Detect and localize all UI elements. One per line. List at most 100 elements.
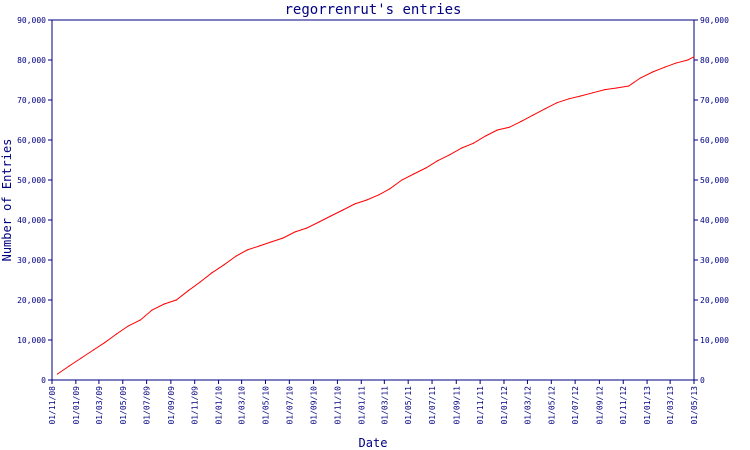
x-axis-title: Date: [359, 436, 388, 450]
x-tick-label: 01/09/09: [167, 386, 176, 425]
x-tick-label: 01/09/10: [310, 386, 319, 425]
data-point: [675, 62, 677, 64]
data-point: [187, 290, 189, 292]
data-point: [318, 221, 320, 223]
x-tick-label: 01/05/09: [119, 386, 128, 425]
y-tick-label: 70,000: [17, 96, 46, 105]
data-point: [604, 89, 606, 91]
x-tick-label: 01/07/09: [143, 386, 152, 425]
data-point: [139, 319, 141, 321]
y-tick-label: 40,000: [17, 216, 46, 225]
x-tick-label: 01/09/12: [595, 386, 604, 425]
data-point: [485, 135, 487, 137]
data-point: [425, 167, 427, 169]
y-tick-label: 20,000: [17, 296, 46, 305]
data-point: [693, 56, 695, 58]
data-point: [436, 160, 439, 162]
data-point: [258, 245, 260, 247]
data-point: [378, 194, 380, 196]
y-tick-label: 10,000: [17, 336, 46, 345]
x-tick-label: 01/09/11: [452, 386, 461, 425]
data-point: [235, 255, 237, 257]
y-tick-label: 50,000: [17, 176, 46, 185]
data-point: [223, 264, 225, 266]
y-tick-label: 60,000: [700, 136, 729, 145]
data-point: [520, 120, 523, 122]
data-point: [354, 203, 356, 205]
x-tick-label: 01/07/12: [571, 386, 580, 425]
data-point: [80, 357, 82, 359]
x-tick-label: 01/05/11: [404, 386, 413, 425]
y-axis-right: 0 10,000 20,000 30,000 40,000 50,000 60,000 70,…: [694, 16, 729, 385]
y-tick-label: 90,000: [700, 16, 729, 25]
data-point: [651, 71, 654, 73]
y-tick-label: 0: [700, 376, 705, 385]
data-point: [342, 209, 344, 211]
x-tick-label: 01/01/12: [500, 386, 509, 425]
data-point: [282, 237, 284, 239]
x-tick-label: 01/07/10: [285, 386, 294, 425]
y-tick-label: 20,000: [700, 296, 729, 305]
data-point: [103, 342, 105, 344]
x-tick-label: 01/11/12: [619, 386, 628, 425]
x-tick-label: 01/03/10: [238, 386, 247, 425]
data-point: [294, 231, 296, 233]
data-point: [199, 281, 201, 283]
x-tick-label: 01/01/10: [215, 386, 224, 425]
x-tick-label: 01/11/10: [333, 386, 342, 425]
data-point: [68, 365, 70, 367]
x-tick-label: 01/03/09: [95, 386, 104, 425]
data-point: [401, 179, 403, 181]
data-point: [92, 349, 95, 351]
data-point: [270, 241, 272, 243]
plot-area: [51, 19, 695, 381]
y-axis-left: 0 10,000 20,000 30,000 40,000 50,000 60,000 70,…: [17, 16, 52, 385]
data-point: [461, 147, 463, 149]
data-point: [687, 59, 689, 61]
data-point: [211, 272, 213, 274]
data-point: [508, 126, 511, 128]
x-tick-label: 01/11/09: [191, 386, 200, 425]
data-point: [330, 215, 332, 217]
data-point: [556, 102, 558, 104]
y-tick-label: 0: [41, 376, 46, 385]
y-axis-title: Number of Entries: [0, 139, 14, 262]
data-point: [306, 227, 308, 229]
y-tick-label: 80,000: [17, 56, 46, 65]
x-tick-label: 01/03/12: [523, 386, 532, 425]
x-tick-label: 01/05/10: [261, 386, 270, 425]
data-point: [366, 199, 368, 201]
plot-border: [51, 19, 695, 381]
data-point: [496, 129, 498, 131]
data-point: [580, 95, 582, 97]
y-tick-label: 70,000: [700, 96, 729, 105]
x-tick-label: 01/05/13: [690, 386, 699, 425]
x-tick-label: 01/11/11: [476, 386, 485, 425]
data-point: [592, 92, 594, 94]
data-point: [163, 303, 165, 305]
series-layer: [56, 56, 695, 375]
data-point: [413, 173, 415, 175]
x-axis: 01/11/08 01/01/09 01/03/09 01/05/09 01/07/09…: [48, 380, 699, 425]
x-tick-label: 01/03/13: [666, 386, 675, 425]
data-point: [56, 373, 59, 375]
x-tick-label: 01/01/13: [643, 386, 652, 425]
series-line: [57, 56, 695, 375]
y-tick-label: 40,000: [700, 216, 729, 225]
data-point: [472, 142, 475, 144]
data-point: [115, 333, 118, 335]
data-point: [246, 249, 248, 251]
data-point: [449, 154, 451, 156]
y-tick-label: 30,000: [17, 256, 46, 265]
x-tick-label: 01/07/11: [428, 386, 437, 425]
y-tick-label: 90,000: [17, 16, 46, 25]
y-tick-label: 60,000: [17, 136, 46, 145]
y-tick-label: 50,000: [700, 176, 729, 185]
data-point: [532, 114, 534, 116]
data-point: [568, 98, 570, 100]
x-tick-label: 01/01/11: [357, 386, 366, 425]
y-tick-label: 30,000: [700, 256, 729, 265]
data-point: [628, 85, 630, 87]
data-point: [615, 87, 618, 89]
